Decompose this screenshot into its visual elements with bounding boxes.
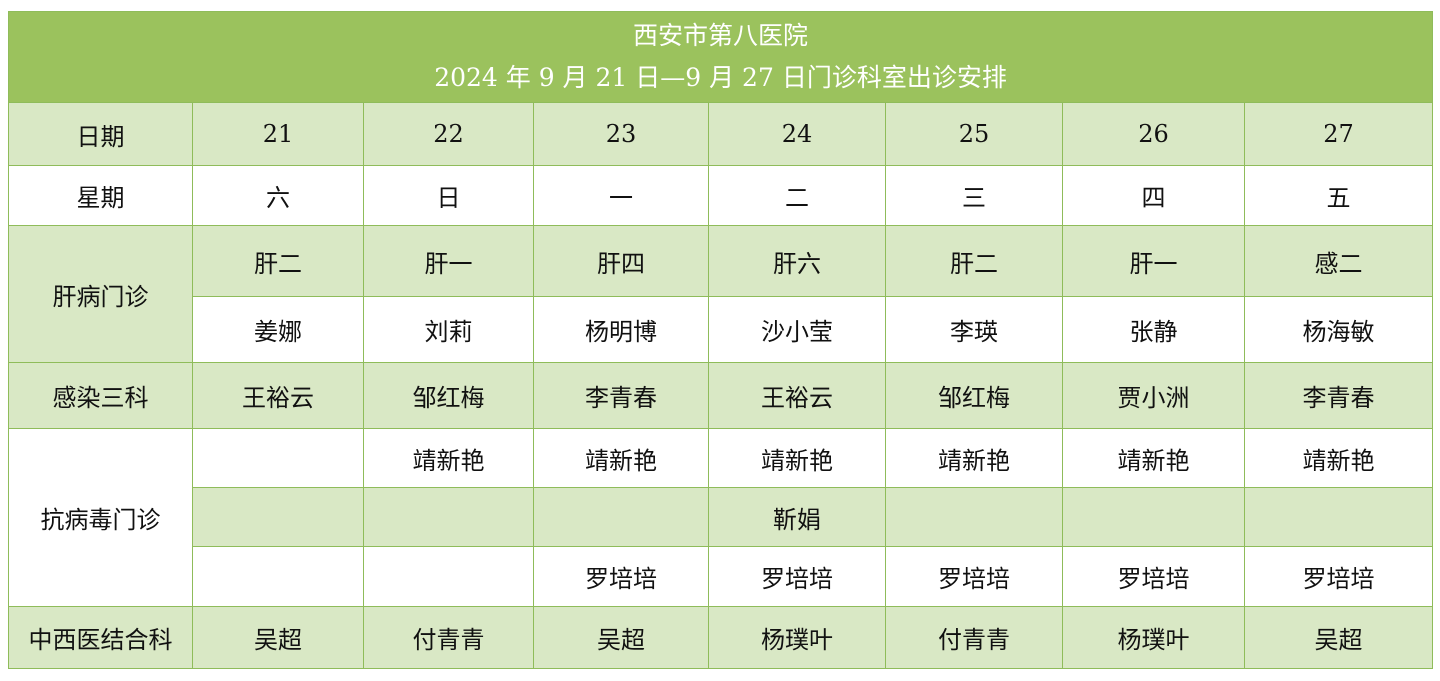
tcm-doctor-cell: 付青青 — [363, 606, 534, 669]
antiviral-doctor-cell: 罗培培 — [885, 546, 1063, 607]
infection3-doctor-cell: 李青春 — [1243, 362, 1434, 429]
date-cell: 21 — [192, 102, 364, 166]
weekday-cell: 日 — [363, 165, 534, 226]
row-header-liver-clinic: 肝病门诊 — [8, 225, 193, 363]
liver-doctor-cell: 姜娜 — [192, 296, 364, 363]
antiviral-doctor-cell: 罗培培 — [1062, 546, 1245, 607]
date-cell: 25 — [885, 102, 1063, 166]
weekday-row: 星期 六 日 一 二 三 四 五 — [8, 165, 1434, 226]
row-header-antiviral-clinic: 抗病毒门诊 — [8, 428, 193, 607]
infection3-doctor-cell: 李青春 — [533, 362, 709, 429]
infection3-doctor-cell: 王裕云 — [708, 362, 886, 429]
liver-room-row: 肝病门诊 肝二 肝一 肝四 肝六 肝二 肝一 感二 — [8, 225, 1434, 363]
tcm-doctor-cell: 吴超 — [533, 606, 709, 669]
liver-room-cell: 肝二 — [885, 225, 1063, 297]
table-title: 西安市第八医院 2024 年 9 月 21 日—9 月 27 日门诊科室出诊安排 — [7, 11, 1434, 103]
weekday-cell: 六 — [192, 165, 364, 226]
antiviral-doctor-cell: 靖新艳 — [1062, 428, 1245, 488]
weekday-cell: 三 — [885, 165, 1063, 226]
date-row: 日期 21 22 23 24 25 26 27 — [8, 102, 1434, 166]
date-cell: 22 — [363, 102, 534, 166]
liver-room-cell: 肝四 — [533, 225, 709, 297]
antiviral-doctor-cell: 靖新艳 — [533, 428, 709, 488]
date-cell: 26 — [1062, 102, 1245, 166]
date-cell: 24 — [708, 102, 886, 166]
liver-doctor-row: 姜娜 刘莉 杨明博 沙小莹 李瑛 张静 杨海敏 — [8, 296, 1434, 363]
antiviral-doctor-cell — [533, 487, 709, 547]
infection3-doctor-cell: 王裕云 — [192, 362, 364, 429]
schedule-table: 西安市第八医院 2024 年 9 月 21 日—9 月 27 日门诊科室出诊安排… — [7, 11, 1434, 669]
liver-doctor-cell: 李瑛 — [885, 296, 1063, 363]
row-header-date: 日期 — [8, 102, 193, 166]
liver-room-cell: 肝六 — [708, 225, 886, 297]
antiviral-doctor-cell — [885, 487, 1063, 547]
row-header-tcm: 中西医结合科 — [8, 606, 193, 669]
antiviral-doctor-cell — [1243, 487, 1434, 547]
antiviral-doctor-cell: 靖新艳 — [885, 428, 1063, 488]
liver-room-cell: 肝一 — [363, 225, 534, 297]
antiviral-doctor-cell — [192, 487, 364, 547]
row-header-weekday: 星期 — [8, 165, 193, 226]
date-cell: 27 — [1243, 102, 1434, 166]
antiviral-doctor-cell: 罗培培 — [708, 546, 886, 607]
schedule-period: 2024 年 9 月 21 日—9 月 27 日门诊科室出诊安排 — [434, 63, 1007, 92]
antiviral-doctor-cell: 靖新艳 — [1243, 428, 1434, 488]
antiviral-doctor-cell: 靖新艳 — [363, 428, 534, 488]
liver-room-cell: 肝二 — [192, 225, 364, 297]
liver-doctor-cell: 刘莉 — [363, 296, 534, 363]
infection3-row: 感染三科 王裕云 邹红梅 李青春 王裕云 邹红梅 贾小洲 李青春 — [8, 362, 1434, 429]
liver-doctor-cell: 张静 — [1062, 296, 1245, 363]
tcm-row: 中西医结合科 吴超 付青青 吴超 杨璞叶 付青青 杨璞叶 吴超 — [8, 606, 1434, 669]
liver-doctor-cell: 沙小莹 — [708, 296, 886, 363]
antiviral-doctor-cell — [363, 546, 534, 607]
date-cell: 23 — [533, 102, 709, 166]
liver-room-cell: 肝一 — [1062, 225, 1245, 297]
weekday-cell: 五 — [1243, 165, 1434, 226]
antiviral-doctor-cell — [192, 546, 364, 607]
antiviral-doctor-cell — [363, 487, 534, 547]
liver-doctor-cell: 杨海敏 — [1243, 296, 1434, 363]
tcm-doctor-cell: 杨璞叶 — [1062, 606, 1245, 669]
antiviral-doctor-cell — [192, 428, 364, 488]
antiviral-doctor-cell: 靖新艳 — [708, 428, 886, 488]
liver-doctor-cell: 杨明博 — [533, 296, 709, 363]
antiviral-row-1: 抗病毒门诊 靖新艳 靖新艳 靖新艳 靖新艳 靖新艳 靖新艳 — [8, 428, 1434, 607]
tcm-doctor-cell: 付青青 — [885, 606, 1063, 669]
hospital-name: 西安市第八医院 — [633, 21, 809, 50]
tcm-doctor-cell: 吴超 — [192, 606, 364, 669]
weekday-cell: 四 — [1062, 165, 1245, 226]
row-header-infection3: 感染三科 — [8, 362, 193, 429]
infection3-doctor-cell: 邹红梅 — [885, 362, 1063, 429]
liver-room-cell: 感二 — [1243, 225, 1434, 297]
weekday-cell: 一 — [533, 165, 709, 226]
antiviral-doctor-cell — [1062, 487, 1245, 547]
tcm-doctor-cell: 杨璞叶 — [708, 606, 886, 669]
infection3-doctor-cell: 贾小洲 — [1062, 362, 1245, 429]
tcm-doctor-cell: 吴超 — [1243, 606, 1434, 669]
antiviral-doctor-cell: 罗培培 — [533, 546, 709, 607]
infection3-doctor-cell: 邹红梅 — [363, 362, 534, 429]
antiviral-doctor-cell: 罗培培 — [1243, 546, 1434, 607]
antiviral-doctor-cell: 靳娟 — [708, 487, 886, 547]
antiviral-row-3: 罗培培 罗培培 罗培培 罗培培 罗培培 — [8, 546, 1434, 607]
weekday-cell: 二 — [708, 165, 886, 226]
antiviral-row-2: 靳娟 — [8, 487, 1434, 547]
